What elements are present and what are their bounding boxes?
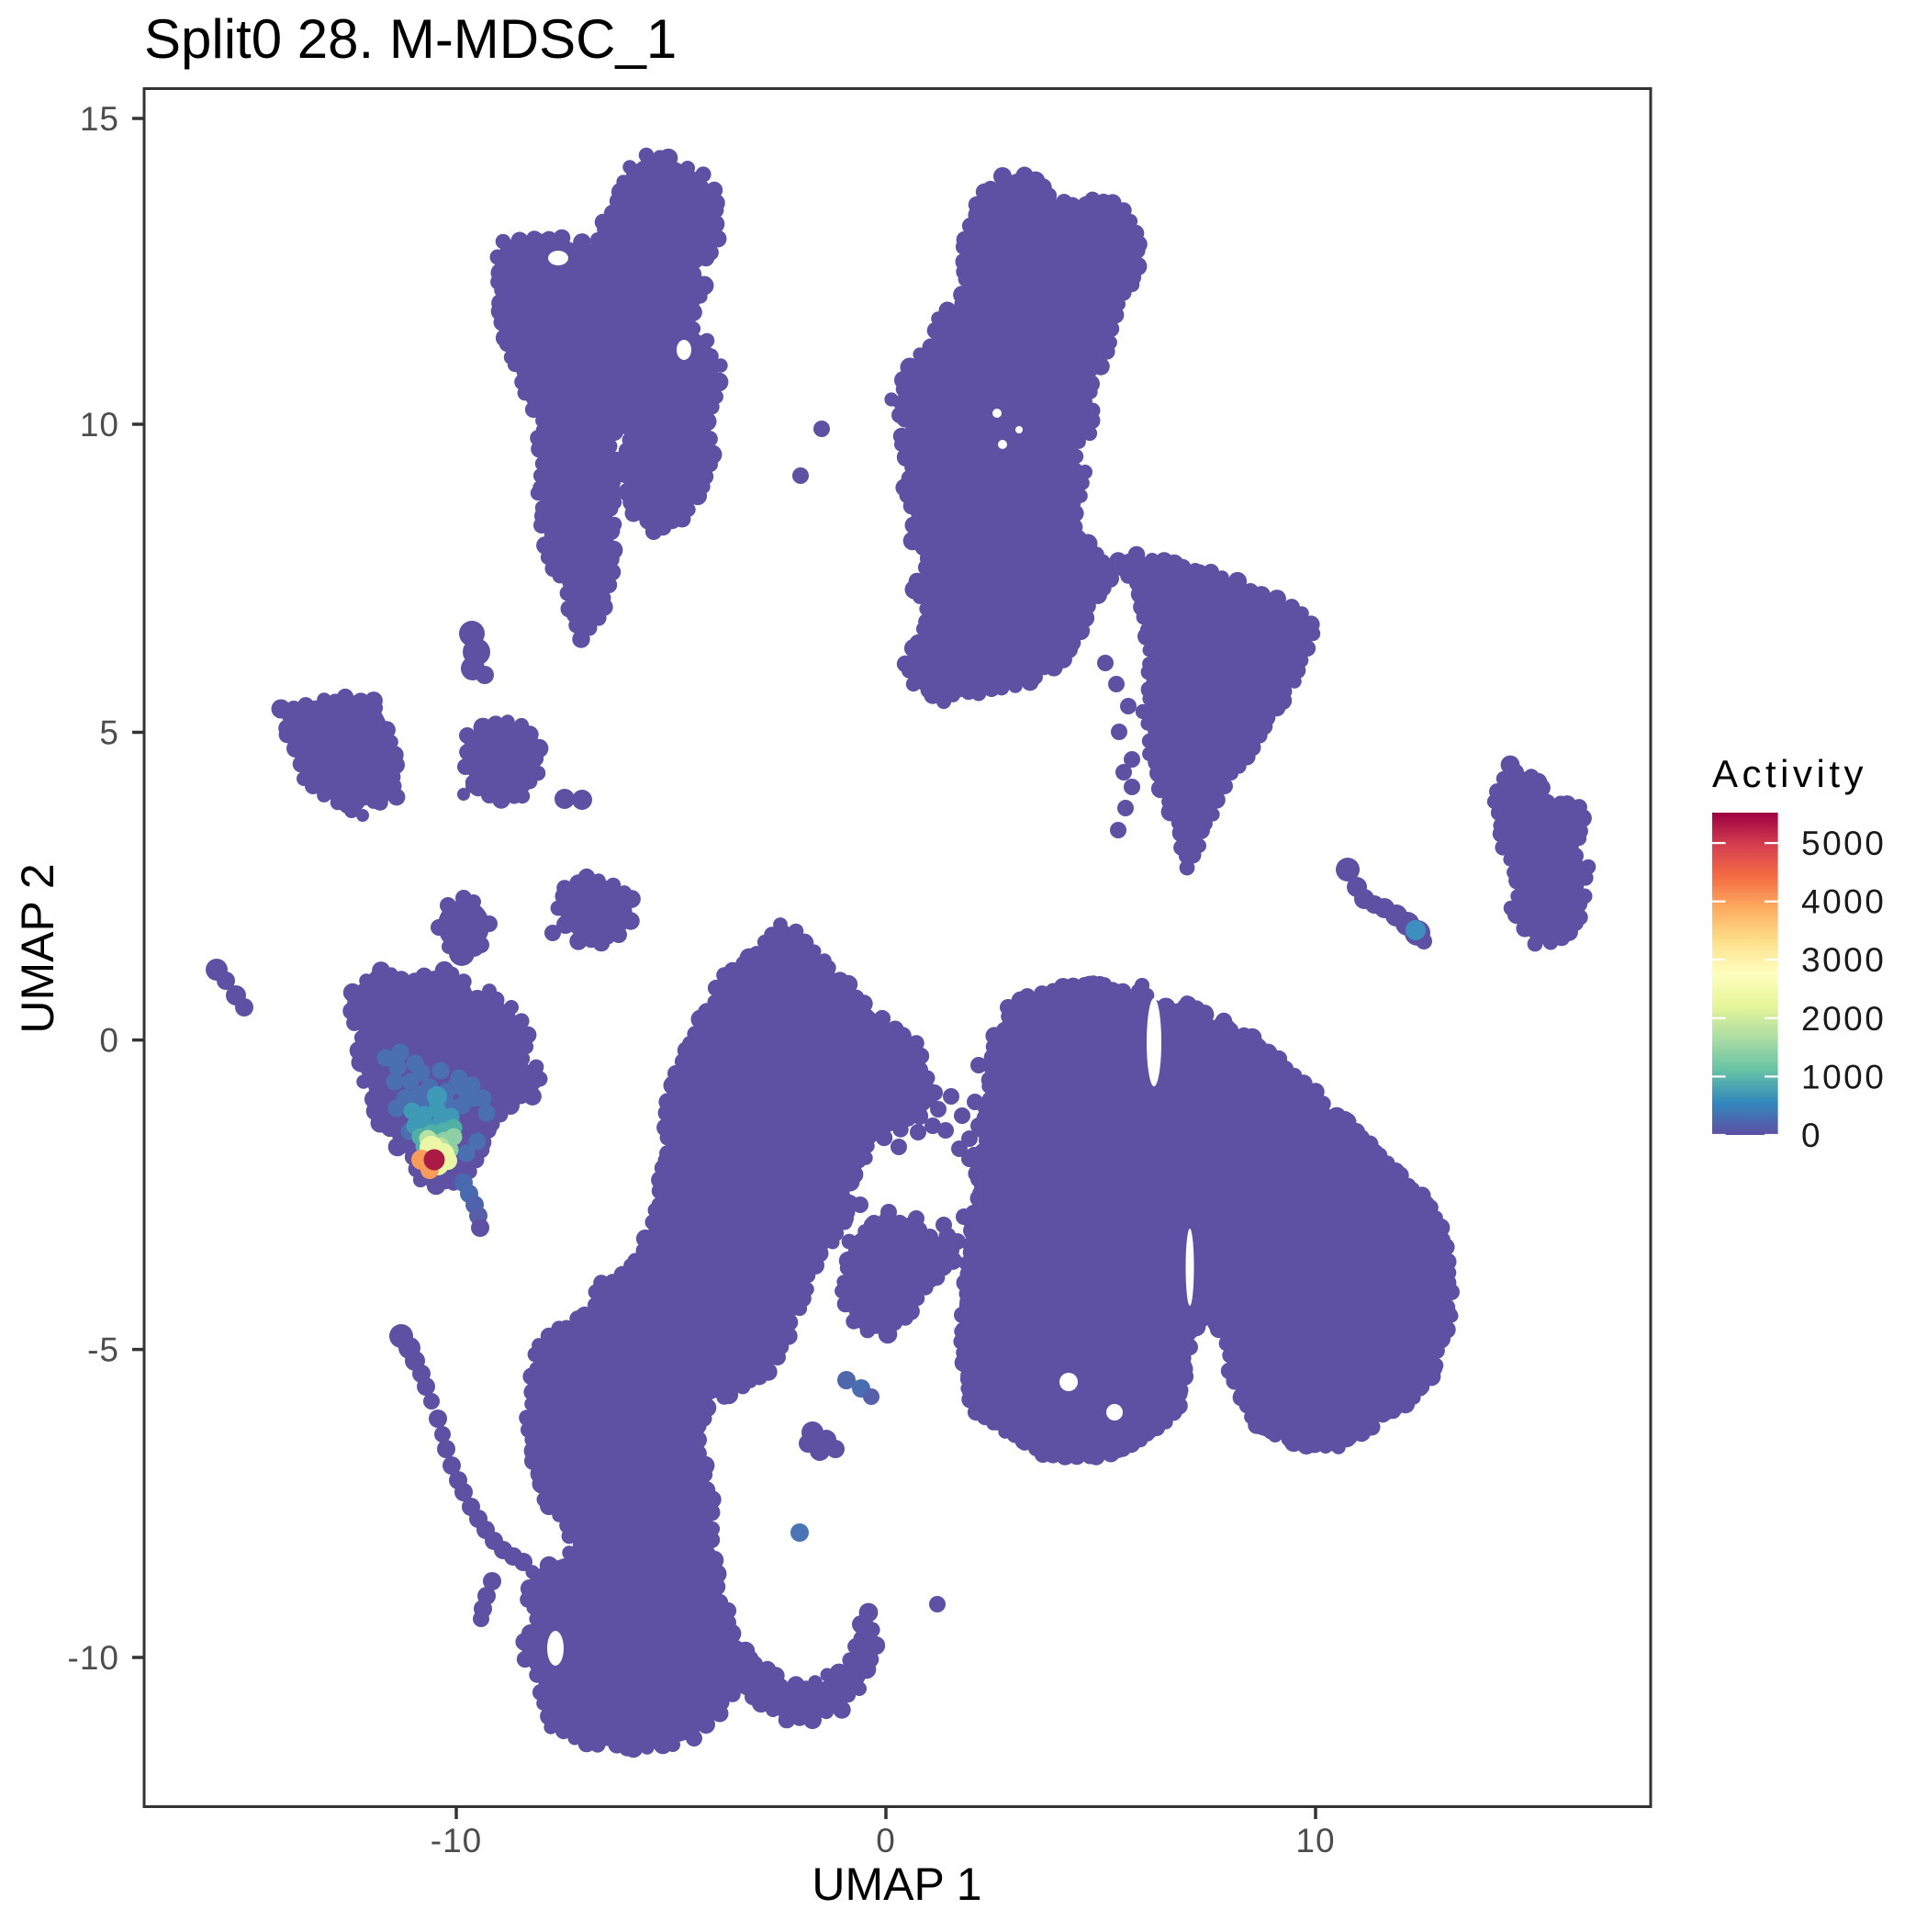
svg-text:-10: -10 bbox=[431, 1822, 482, 1859]
svg-text:5: 5 bbox=[99, 714, 119, 752]
svg-text:10: 10 bbox=[80, 406, 119, 444]
svg-text:-10: -10 bbox=[68, 1639, 119, 1677]
svg-text:-5: -5 bbox=[87, 1331, 119, 1369]
svg-text:1000: 1000 bbox=[1801, 1058, 1886, 1095]
svg-text:4000: 4000 bbox=[1801, 883, 1886, 921]
svg-text:0: 0 bbox=[876, 1822, 896, 1859]
svg-text:Activity: Activity bbox=[1712, 752, 1867, 795]
svg-text:2000: 2000 bbox=[1801, 1000, 1886, 1038]
svg-text:UMAP 1: UMAP 1 bbox=[812, 1859, 981, 1910]
svg-text:Split0 28. M-MDSC_1: Split0 28. M-MDSC_1 bbox=[144, 8, 677, 70]
svg-text:UMAP 2: UMAP 2 bbox=[12, 863, 63, 1033]
svg-text:5000: 5000 bbox=[1801, 825, 1886, 862]
svg-text:0: 0 bbox=[99, 1022, 119, 1060]
svg-text:15: 15 bbox=[80, 100, 119, 138]
svg-text:10: 10 bbox=[1295, 1822, 1335, 1859]
svg-text:3000: 3000 bbox=[1801, 941, 1886, 979]
svg-text:0: 0 bbox=[1801, 1117, 1822, 1154]
